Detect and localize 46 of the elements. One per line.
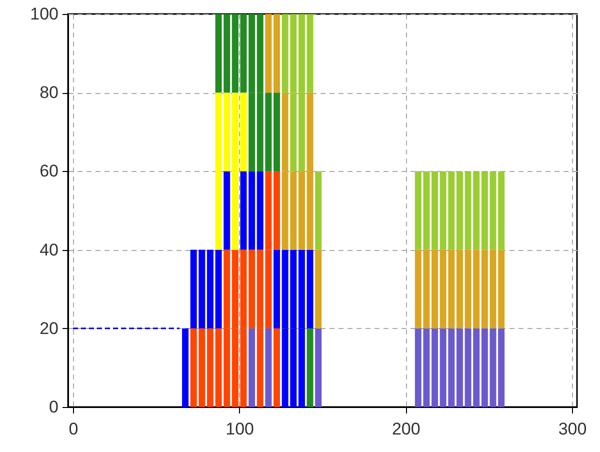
bar [240,171,247,250]
bar [240,14,247,93]
bar [274,250,280,328]
bar [274,171,280,250]
x-tick-label: 200 [392,420,420,438]
bar [432,250,438,328]
bar [432,171,438,250]
bar [206,328,214,407]
bar [315,171,322,250]
x-tick-label: 0 [68,420,78,438]
bar [456,171,463,250]
bar [481,328,488,407]
bar [498,328,505,407]
bar [306,250,314,328]
y-tick-label: 40 [40,240,58,260]
bar [498,171,505,250]
bar [182,328,189,407]
bar [432,328,438,407]
y-tick-label: 60 [40,162,58,181]
bar [498,250,505,328]
bar [248,328,256,407]
y-tick-label: 80 [40,83,58,102]
bar [315,250,322,328]
bar [481,171,488,250]
y-tick-label: 100 [30,4,58,24]
bar [490,250,496,328]
bar [248,171,256,250]
bar [215,250,222,328]
bar [490,328,496,407]
bar [490,171,496,250]
bar [206,250,214,328]
bar [274,328,280,407]
x-tick-label: 100 [226,420,254,438]
bar [265,328,272,407]
bar [224,171,230,250]
bar [256,171,264,250]
bar [481,250,488,328]
bar [456,250,463,328]
x-tick-label: 300 [558,420,587,438]
bar [456,328,463,407]
bar [232,14,238,93]
bar [248,250,256,328]
y-tick-label: 20 [40,318,58,338]
y-tick-label: 0 [49,398,58,416]
bar [240,92,247,172]
bar [315,328,322,407]
